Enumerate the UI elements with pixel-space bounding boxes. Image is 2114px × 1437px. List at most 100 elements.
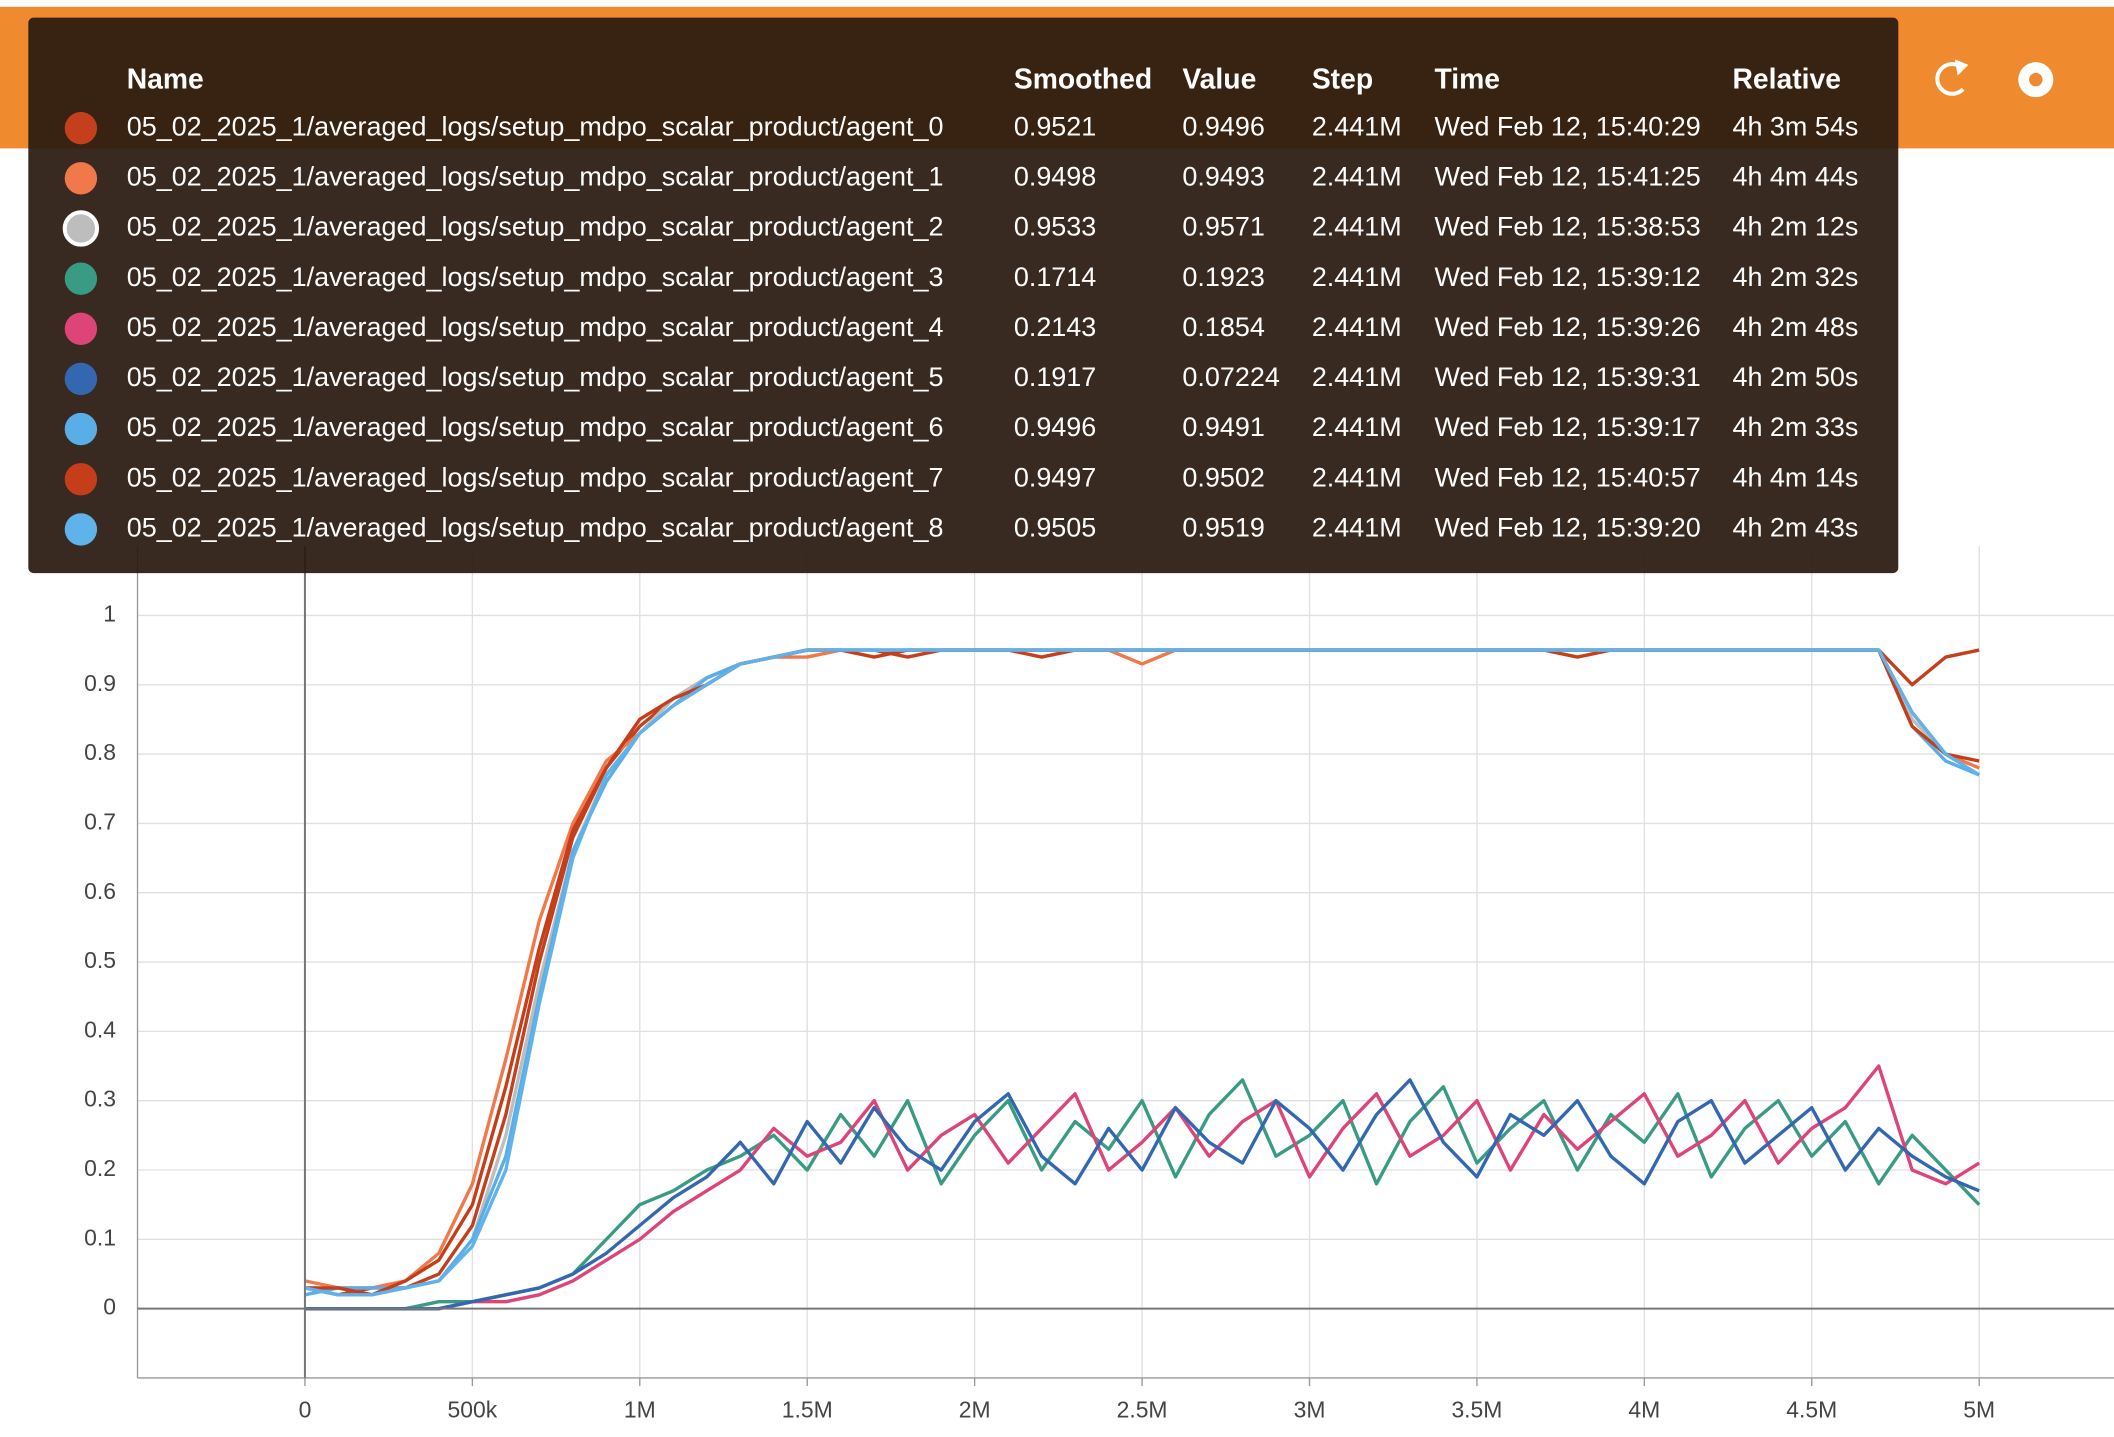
tooltip-cell: Wed Feb 12, 15:39:12: [1435, 262, 1701, 292]
x-tick-label: 2M: [959, 1397, 991, 1423]
y-tick-label: 0.9: [84, 670, 116, 696]
tooltip-cell: 0.1854: [1182, 312, 1264, 342]
y-tick-label: 0.8: [84, 739, 116, 765]
tooltip-cell: 05_02_2025_1/averaged_logs/setup_mdpo_sc…: [127, 513, 944, 543]
tooltip-cell: 0.9498: [1014, 161, 1096, 191]
tooltip-cell: Wed Feb 12, 15:39:26: [1435, 312, 1701, 342]
legend-swatch: [64, 412, 98, 446]
tooltip-header: Time: [1435, 62, 1501, 94]
legend-swatch: [64, 463, 98, 496]
tooltip-cell: 05_02_2025_1/averaged_logs/setup_mdpo_sc…: [127, 161, 944, 191]
tooltip-cell: 2.441M: [1312, 212, 1402, 242]
tooltip-cell: 4h 4m 14s: [1732, 462, 1858, 492]
tooltip-cell: 4h 3m 54s: [1732, 111, 1858, 141]
plot-background: [1, 546, 2114, 1383]
tooltip-cell: 0.9496: [1014, 412, 1096, 442]
x-tick-label: 3M: [1294, 1397, 1326, 1423]
tooltip-cell: 2.441M: [1312, 362, 1402, 392]
tooltip-cell: 05_02_2025_1/averaged_logs/setup_mdpo_sc…: [127, 111, 944, 141]
tooltip-cell: 0.9502: [1182, 462, 1264, 492]
y-tick-label: 0.7: [84, 808, 116, 834]
tooltip-header: Step: [1312, 62, 1373, 94]
tooltip-cell: Wed Feb 12, 15:38:53: [1435, 212, 1701, 242]
series-line: [304, 1078, 1981, 1311]
tooltip-cell: 0.9491: [1182, 412, 1264, 442]
y-tick-label: 1: [103, 600, 116, 626]
tooltip-cell: 0.9493: [1182, 161, 1264, 191]
tooltip-cell: 0.1923: [1182, 262, 1264, 292]
tooltip-header: Name: [127, 62, 204, 94]
tooltip-cell: 4h 2m 48s: [1732, 312, 1858, 342]
tooltip-cell: 0.9497: [1014, 462, 1096, 492]
tooltip-cell: 05_02_2025_1/averaged_logs/setup_mdpo_sc…: [127, 262, 944, 292]
tooltip-cell: 2.441M: [1312, 513, 1402, 543]
series-line: [304, 1078, 1980, 1311]
tooltip-cell: 2.441M: [1312, 312, 1402, 342]
x-tick-label: 5M: [1963, 1397, 1995, 1423]
tooltip-cell: 0.9521: [1014, 111, 1096, 141]
tooltip-cell: 4h 2m 12s: [1732, 212, 1858, 242]
tooltip-cell: 05_02_2025_1/averaged_logs/setup_mdpo_sc…: [127, 312, 944, 342]
tooltip-cell: 2.441M: [1312, 462, 1402, 492]
tooltip-cell: Wed Feb 12, 15:41:25: [1435, 161, 1701, 191]
tooltip-cell: 0.1917: [1014, 362, 1096, 392]
tooltip-cell: Wed Feb 12, 15:39:17: [1435, 412, 1701, 442]
tooltip-cell: 4h 2m 43s: [1732, 513, 1858, 543]
series-line: [304, 1064, 1981, 1311]
tooltip-header: Relative: [1732, 62, 1841, 94]
legend-swatch: [64, 162, 98, 195]
x-tick-label: 3.5M: [1451, 1397, 1502, 1423]
tooltip-cell: 05_02_2025_1/averaged_logs/setup_mdpo_sc…: [127, 462, 944, 492]
x-tick-label: 500k: [448, 1397, 498, 1423]
tooltip-cell: 0.9496: [1182, 111, 1264, 141]
x-tick-label: 0: [299, 1397, 312, 1423]
tooltip-cell: 4h 2m 33s: [1732, 412, 1858, 442]
tooltip-cell: 4h 2m 50s: [1732, 362, 1858, 392]
tooltip-cell: 4h 2m 32s: [1732, 262, 1858, 292]
tooltip: Name Smoothed Value Step Time Relative 05_02_2…: [28, 17, 1899, 574]
lines: [304, 648, 1981, 1311]
y-tick-label: 0: [103, 1294, 116, 1320]
tooltip-cell: 2.441M: [1312, 262, 1402, 292]
tooltip-header: Value: [1182, 62, 1256, 94]
tooltip-cell: Wed Feb 12, 15:40:57: [1435, 462, 1701, 492]
y-tick-label: 0.4: [84, 1016, 116, 1042]
tooltip-cell: 05_02_2025_1/averaged_logs/setup_mdpo_sc…: [127, 362, 944, 392]
tooltip-cell: 4h 4m 44s: [1732, 161, 1858, 191]
legend-swatch: [64, 112, 98, 145]
y-tick-label: 0.6: [84, 878, 116, 904]
legend-swatch: [64, 312, 98, 345]
tooltip-cell: 05_02_2025_1/averaged_logs/setup_mdpo_sc…: [127, 412, 944, 442]
tooltip-cell: 0.9571: [1182, 212, 1264, 242]
x-tick-label: 1.5M: [782, 1397, 833, 1423]
x-tick-label: 4.5M: [1786, 1397, 1837, 1423]
series-line: [304, 648, 1981, 1297]
legend-swatch: [64, 513, 98, 546]
tooltip-cell: 2.441M: [1312, 161, 1402, 191]
x-tick-label: 2.5M: [1117, 1397, 1168, 1423]
tooltip-cell: 0.9505: [1014, 513, 1096, 543]
refresh-icon[interactable]: [1935, 59, 1969, 96]
x-tick-label: 4M: [1628, 1397, 1660, 1423]
legend-swatch: [64, 362, 98, 396]
axes: 0 500k 1M 1.5M 2M 2.5M 3M 3.5M 4M 4.5M 5M 0 0.1 0.2 0.…: [84, 546, 2114, 1423]
x-tick-label: 1M: [624, 1397, 656, 1423]
tooltip-cell: 0.2143: [1014, 312, 1096, 342]
tooltip-cell: 0.07224: [1182, 362, 1279, 392]
tooltip-cell: 05_02_2025_1/averaged_logs/setup_mdpo_sc…: [127, 212, 944, 242]
tooltip-cell: 0.1714: [1014, 262, 1096, 292]
y-tick-label: 0.3: [84, 1086, 116, 1112]
tooltip-cell: Wed Feb 12, 15:39:20: [1435, 513, 1701, 543]
legend-swatch: [64, 262, 98, 295]
tooltip-cell: Wed Feb 12, 15:40:29: [1435, 111, 1701, 141]
tooltip-cell: 2.441M: [1312, 111, 1402, 141]
settings-icon[interactable]: [2018, 62, 2054, 98]
y-tick-label: 0.1: [84, 1224, 116, 1250]
tooltip-header: Smoothed: [1014, 62, 1152, 94]
tooltip-cell: 0.9519: [1182, 513, 1264, 543]
tooltip-cell: Wed Feb 12, 15:39:31: [1435, 362, 1701, 392]
y-tick-label: 0.5: [84, 947, 116, 973]
grid: [137, 546, 2114, 1378]
tooltip-cell: 0.9533: [1014, 212, 1096, 242]
